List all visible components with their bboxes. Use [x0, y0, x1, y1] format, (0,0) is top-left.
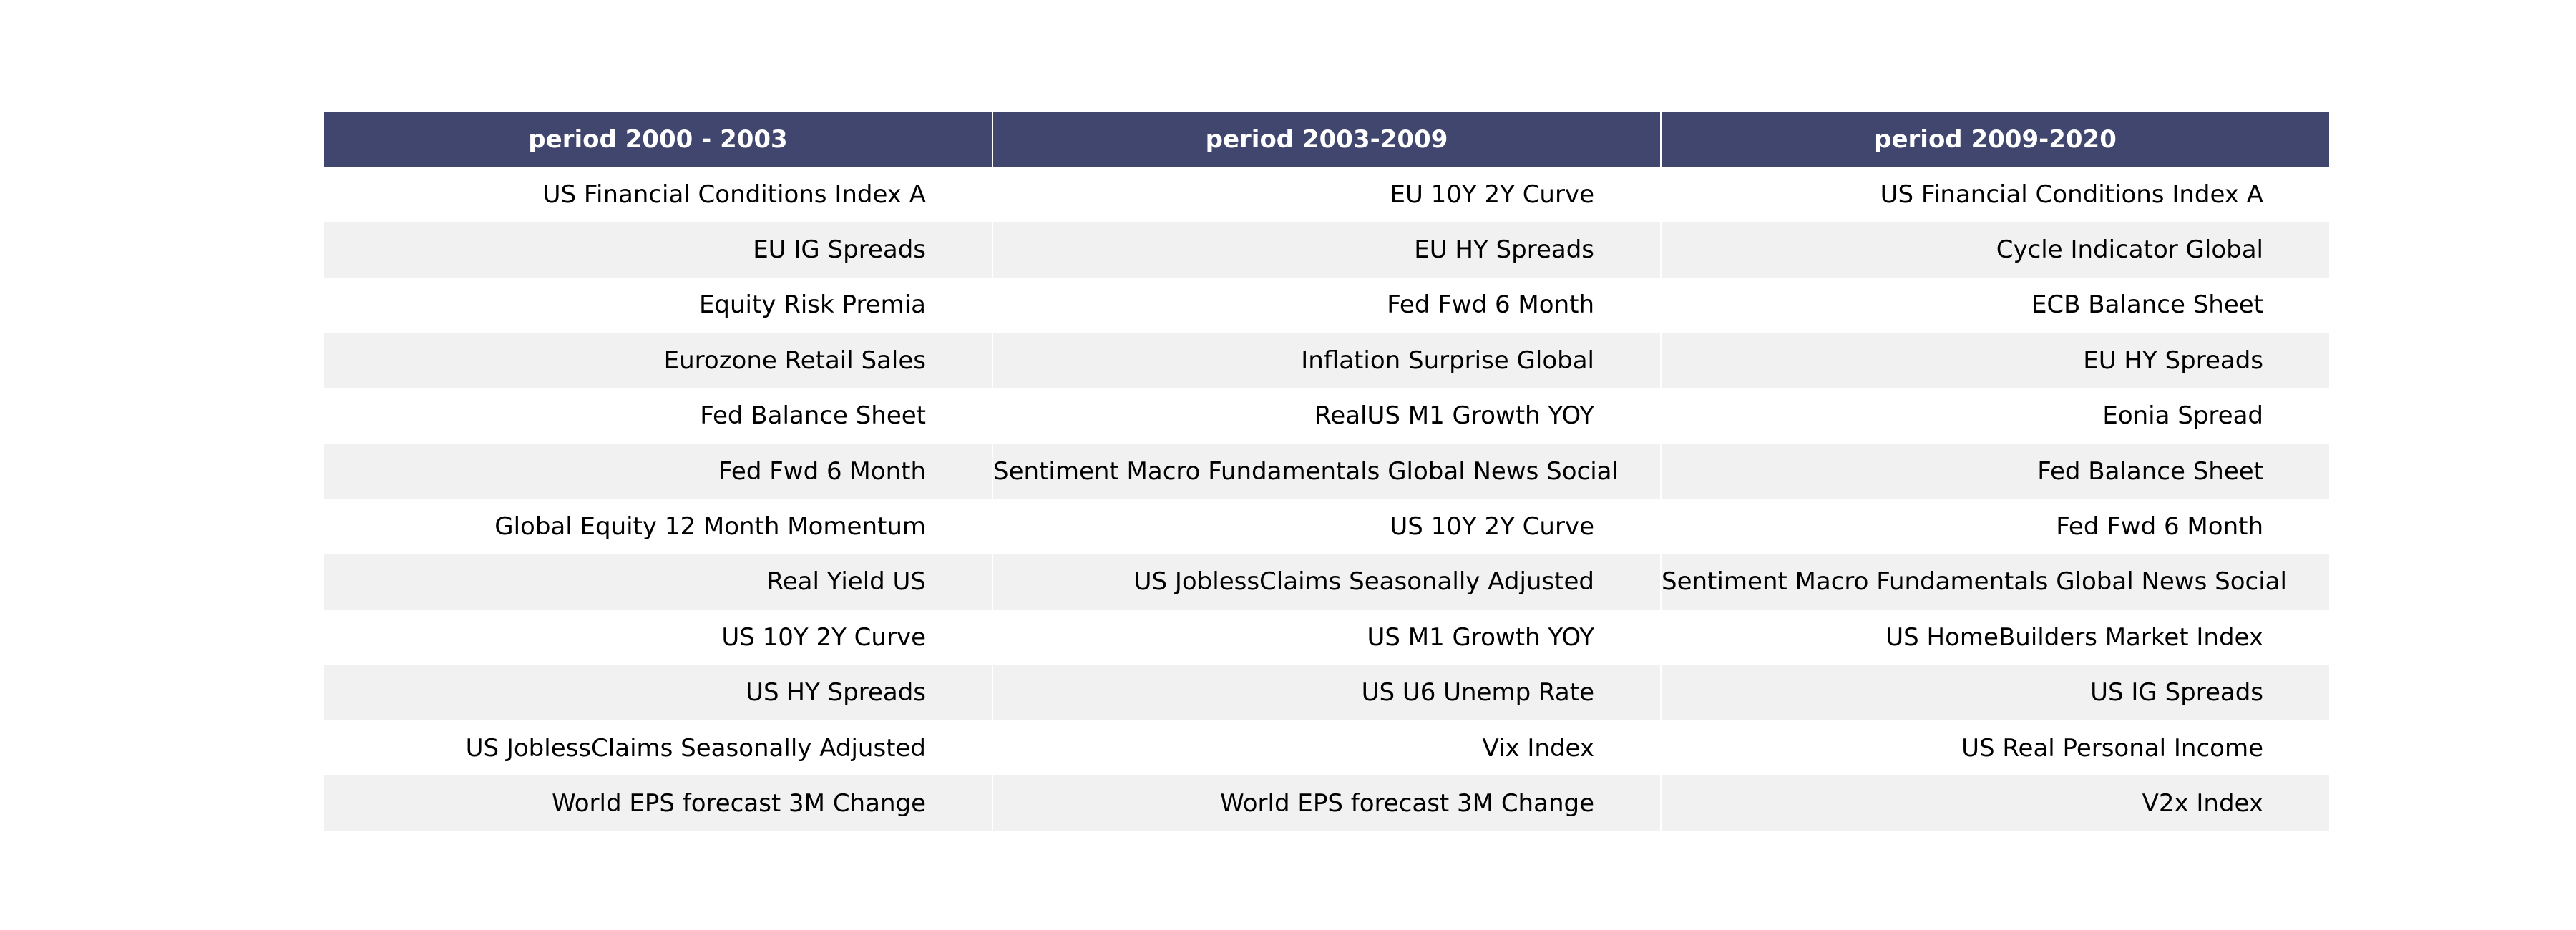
column-header: period 2003-2009 — [992, 112, 1662, 167]
table-cell: Inflation Surprise Global — [992, 333, 1662, 388]
table-cell: Fed Fwd 6 Month — [1661, 499, 2329, 554]
table-cell: Fed Balance Sheet — [1661, 443, 2329, 499]
table-cell: US JoblessClaims Seasonally Adjusted — [324, 720, 993, 776]
table-cell: V2x Index — [1661, 775, 2329, 831]
table-cell: US HY Spreads — [324, 665, 993, 720]
table-cell: US M1 Growth YOY — [992, 610, 1662, 665]
table-cell: EU HY Spreads — [992, 222, 1662, 278]
table-cell: EU HY Spreads — [1661, 333, 2329, 388]
table-cell: RealUS M1 Growth YOY — [992, 388, 1662, 444]
table-body: US Financial Conditions Index A EU 10Y 2Y… — [324, 167, 2329, 831]
table-cell: US 10Y 2Y Curve — [324, 610, 993, 665]
table-cell: Sentiment Macro Fundamentals Global News… — [1661, 554, 2329, 610]
table-cell: US HomeBuilders Market Index — [1661, 610, 2329, 665]
table-row: Fed Balance Sheet RealUS M1 Growth YOY Eon… — [324, 388, 2329, 444]
table-cell: US 10Y 2Y Curve — [992, 499, 1662, 554]
table-cell: Fed Balance Sheet — [324, 388, 993, 444]
table-cell: Global Equity 12 Month Momentum — [324, 499, 993, 554]
data-table: period 2000 - 2003 period 2003-2009 period… — [324, 112, 2329, 831]
column-header: period 2009-2020 — [1661, 112, 2329, 167]
table-row: US HY Spreads US U6 Unemp Rate US IG Sprea… — [324, 665, 2329, 720]
table-row: Global Equity 12 Month Momentum US 10Y 2Y… — [324, 499, 2329, 554]
table-cell: Cycle Indicator Global — [1661, 222, 2329, 278]
table-cell: EU 10Y 2Y Curve — [992, 167, 1662, 222]
table-row: EU IG Spreads EU HY Spreads Cycle Indicato… — [324, 222, 2329, 278]
table-cell: US U6 Unemp Rate — [992, 665, 1662, 720]
table-row: Real Yield US US JoblessClaims Seasonally… — [324, 554, 2329, 610]
table-row: World EPS forecast 3M Change World EPS fo… — [324, 775, 2329, 831]
table-cell: Sentiment Macro Fundamentals Global News… — [992, 443, 1662, 499]
table-row: US Financial Conditions Index A EU 10Y 2Y… — [324, 167, 2329, 222]
table-row: US JoblessClaims Seasonally Adjusted Vix … — [324, 720, 2329, 776]
table-cell: US IG Spreads — [1661, 665, 2329, 720]
table-header: period 2000 - 2003 period 2003-2009 period… — [324, 112, 2329, 167]
table-cell: Eonia Spread — [1661, 388, 2329, 444]
table-cell: EU IG Spreads — [324, 222, 993, 278]
table-cell: Eurozone Retail Sales — [324, 333, 993, 388]
table-row: Equity Risk Premia Fed Fwd 6 Month ECB Bal… — [324, 277, 2329, 333]
header-row: period 2000 - 2003 period 2003-2009 period… — [324, 112, 2329, 167]
table-cell: Vix Index — [992, 720, 1662, 776]
table-cell: Fed Fwd 6 Month — [324, 443, 993, 499]
table-cell: Fed Fwd 6 Month — [992, 277, 1662, 333]
table-row: US 10Y 2Y Curve US M1 Growth YOY US HomeBu… — [324, 610, 2329, 665]
table-cell: US JoblessClaims Seasonally Adjusted — [992, 554, 1662, 610]
table-cell: World EPS forecast 3M Change — [992, 775, 1662, 831]
table-row: Fed Fwd 6 Month Sentiment Macro Fundament… — [324, 443, 2329, 499]
table-cell: Real Yield US — [324, 554, 993, 610]
table-cell: US Real Personal Income — [1661, 720, 2329, 776]
table-cell: US Financial Conditions Index A — [1661, 167, 2329, 222]
table-cell: World EPS forecast 3M Change — [324, 775, 993, 831]
table-cell: US Financial Conditions Index A — [324, 167, 993, 222]
column-header: period 2000 - 2003 — [324, 112, 993, 167]
table-cell: Equity Risk Premia — [324, 277, 993, 333]
table-cell: ECB Balance Sheet — [1661, 277, 2329, 333]
table-row: Eurozone Retail Sales Inflation Surprise … — [324, 333, 2329, 388]
